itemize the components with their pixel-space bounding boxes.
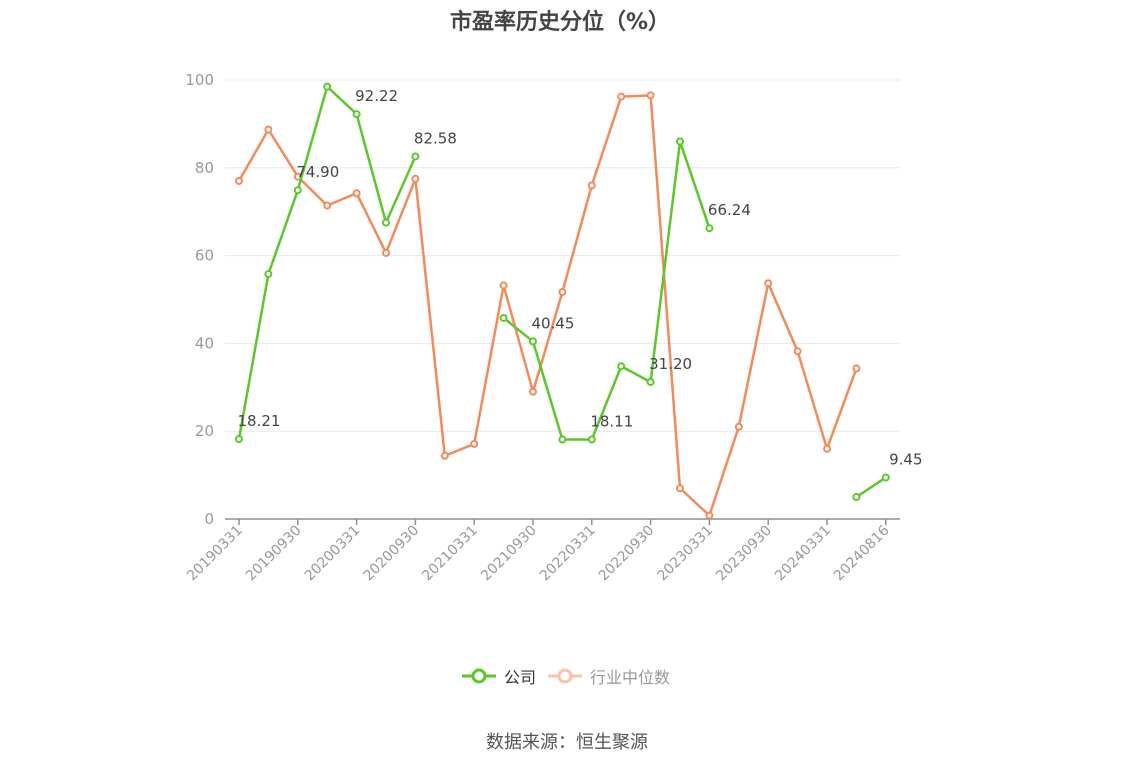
data-point[interactable] xyxy=(676,137,684,146)
data-point[interactable] xyxy=(411,152,420,161)
data-point[interactable] xyxy=(852,364,861,373)
data-point[interactable] xyxy=(529,387,537,396)
data-label: 66.24 xyxy=(708,201,751,219)
y-tick-label: 80 xyxy=(195,159,214,177)
data-point[interactable] xyxy=(382,218,390,227)
data-label: 92.22 xyxy=(355,87,398,105)
data-label: 9.45 xyxy=(889,451,922,469)
series-industry xyxy=(235,91,861,520)
legend-item-industry[interactable]: 行业中位数 xyxy=(548,664,670,688)
x-tick-label: 20200930 xyxy=(361,523,423,585)
data-point[interactable] xyxy=(323,82,332,91)
data-point[interactable] xyxy=(382,248,390,257)
data-point[interactable] xyxy=(264,270,273,279)
x-tick-label: 20230331 xyxy=(655,523,717,585)
data-point[interactable] xyxy=(529,337,537,346)
data-point[interactable] xyxy=(264,125,273,134)
x-tick-label: 20240816 xyxy=(831,522,893,584)
series-company xyxy=(235,82,890,502)
data-point[interactable] xyxy=(734,422,743,431)
x-tick-label: 20210930 xyxy=(478,523,540,585)
data-label: 82.58 xyxy=(414,129,457,147)
data-point[interactable] xyxy=(646,378,655,387)
data-point[interactable] xyxy=(587,181,596,190)
data-point[interactable] xyxy=(764,279,773,288)
data-point[interactable] xyxy=(558,288,567,297)
data-point[interactable] xyxy=(705,224,714,233)
grid-lines xyxy=(225,79,900,432)
legend-item-company[interactable]: 公司 xyxy=(462,664,536,688)
data-point[interactable] xyxy=(852,493,861,502)
y-tick-label: 0 xyxy=(204,510,214,528)
data-point[interactable] xyxy=(617,92,626,101)
y-tick-label: 20 xyxy=(195,422,214,440)
data-point[interactable] xyxy=(293,186,302,195)
x-tick-label: 20190930 xyxy=(243,523,305,585)
series-line xyxy=(855,476,887,499)
y-tick-label: 40 xyxy=(195,334,214,352)
data-point[interactable] xyxy=(440,451,449,460)
data-point[interactable] xyxy=(587,435,596,444)
data-point[interactable] xyxy=(235,176,243,185)
data-point[interactable] xyxy=(646,91,655,100)
x-tick-label: 20190331 xyxy=(184,523,246,585)
data-point[interactable] xyxy=(676,484,684,493)
data-point[interactable] xyxy=(823,444,831,453)
data-point[interactable] xyxy=(881,473,890,482)
data-label: 18.21 xyxy=(238,412,281,430)
data-label: 31.20 xyxy=(649,355,692,373)
x-tick-label: 20220331 xyxy=(537,523,599,585)
source-note: 数据来源：恒生聚源 xyxy=(486,732,648,753)
data-point[interactable] xyxy=(499,313,508,322)
data-point[interactable] xyxy=(793,347,802,356)
chart-title: 市盈率历史分位（%） xyxy=(449,10,671,35)
line-chart: 0 20 40 60 80 100 2019033120190930202003312020… xyxy=(184,71,923,585)
data-point[interactable] xyxy=(235,435,243,444)
data-point[interactable] xyxy=(499,281,508,290)
y-tick-label: 60 xyxy=(195,247,214,265)
legend-company-marker-icon xyxy=(462,668,496,684)
data-label: 40.45 xyxy=(532,314,575,332)
series-line xyxy=(502,140,711,441)
legend-industry-label: 行业中位数 xyxy=(590,668,671,687)
x-tick-label: 20240331 xyxy=(772,523,834,585)
data-point[interactable] xyxy=(352,189,361,198)
data-point[interactable] xyxy=(411,174,420,183)
data-point[interactable] xyxy=(558,435,567,444)
series-lines xyxy=(235,82,890,520)
y-tick-label: 100 xyxy=(185,71,214,89)
data-point[interactable] xyxy=(705,511,714,520)
data-point[interactable] xyxy=(470,439,479,448)
series-line xyxy=(237,85,417,440)
x-tick-label: 20200331 xyxy=(302,523,364,585)
legend-company-label: 公司 xyxy=(504,668,537,687)
data-point[interactable] xyxy=(352,110,361,119)
x-tick-label: 20230930 xyxy=(713,523,775,585)
data-point[interactable] xyxy=(323,201,332,210)
x-tick-label: 20220930 xyxy=(596,523,658,585)
series-line xyxy=(237,94,858,517)
data-label: 74.90 xyxy=(296,163,339,181)
data-label: 18.11 xyxy=(590,412,633,430)
legend: 公司 行业中位数 xyxy=(462,664,682,688)
data-point[interactable] xyxy=(617,362,626,371)
data-labels: 18.21 74.90 92.22 82.58 40.45 18.11 31.20 66.24… xyxy=(238,87,923,468)
legend-industry-marker-icon xyxy=(548,668,583,684)
x-tick-label: 20210331 xyxy=(419,523,481,585)
